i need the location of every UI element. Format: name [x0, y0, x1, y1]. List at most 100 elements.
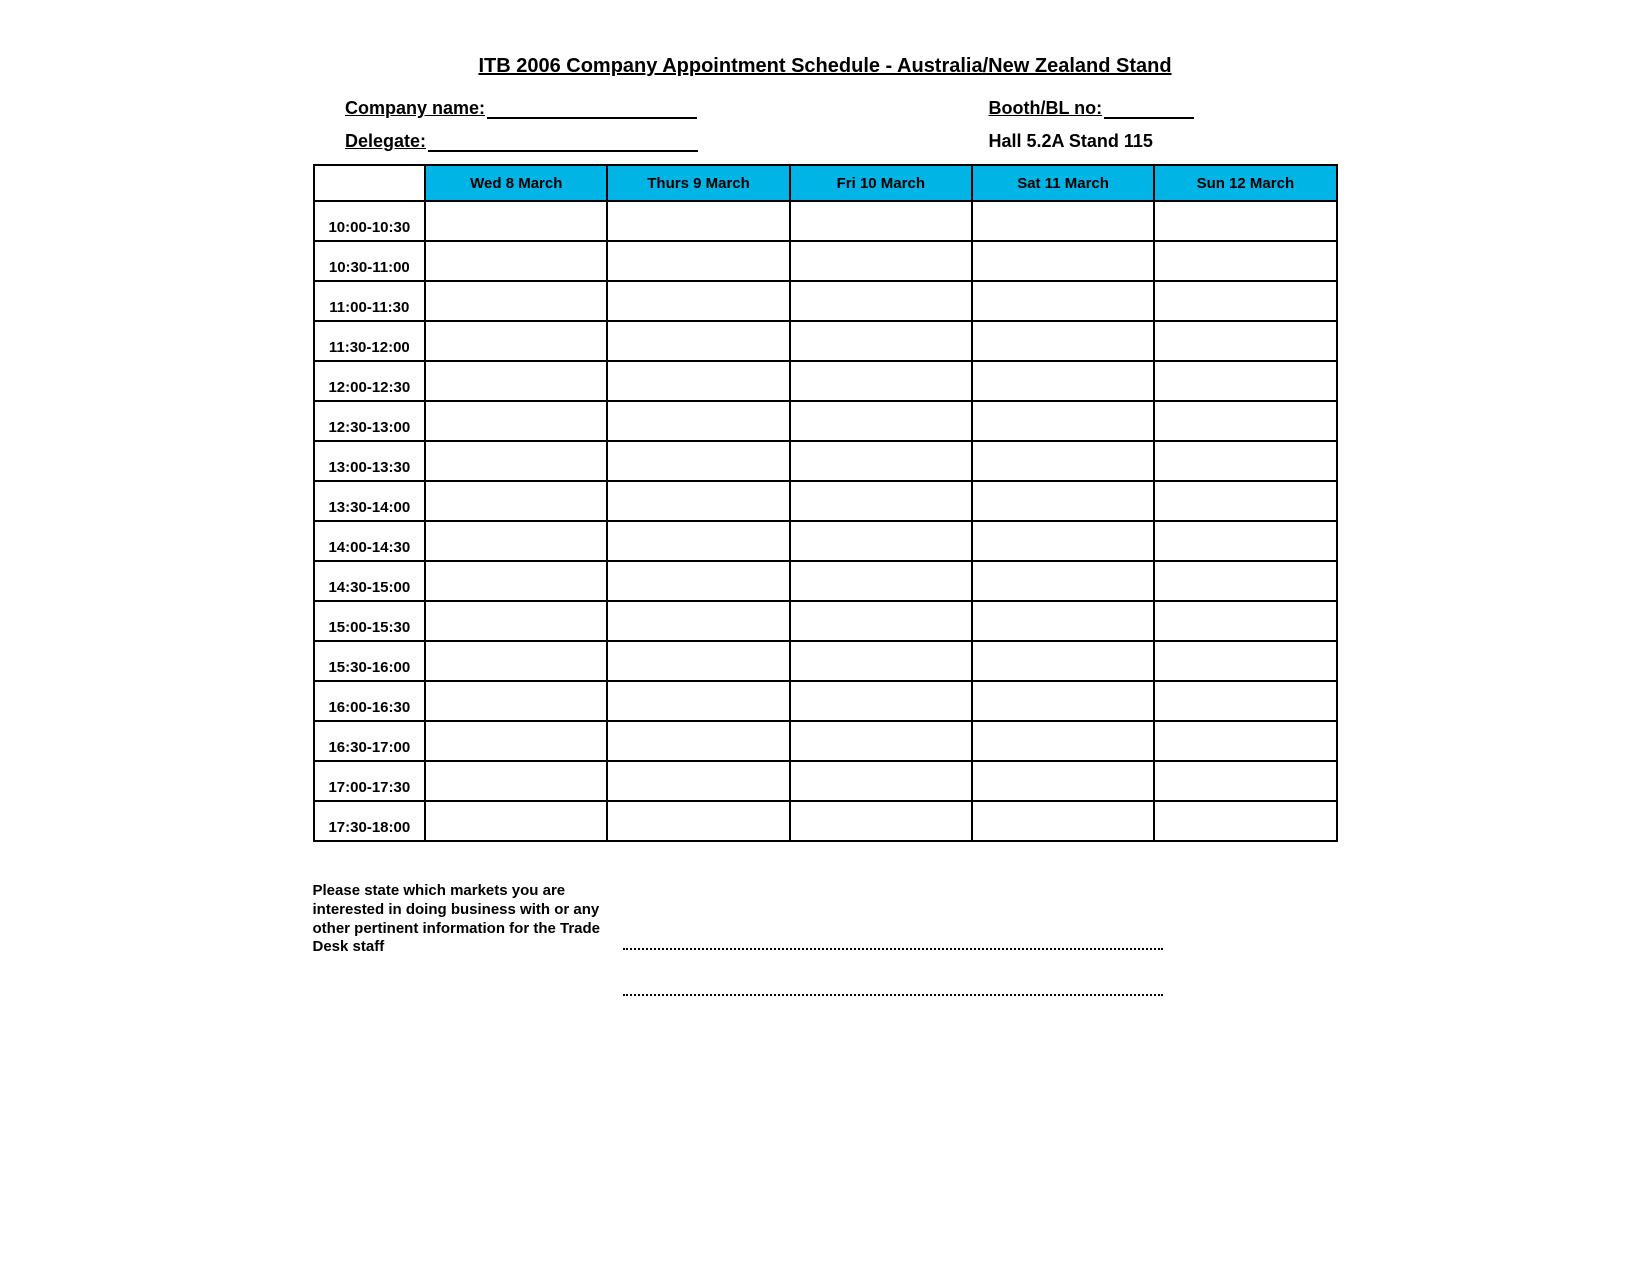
- appointment-cell[interactable]: [425, 481, 607, 521]
- appointment-cell[interactable]: [1154, 721, 1336, 761]
- appointment-cell[interactable]: [1154, 321, 1336, 361]
- appointment-cell[interactable]: [972, 601, 1154, 641]
- appointment-cell[interactable]: [1154, 481, 1336, 521]
- appointment-cell[interactable]: [790, 761, 972, 801]
- appointment-cell[interactable]: [790, 641, 972, 681]
- appointment-cell[interactable]: [972, 681, 1154, 721]
- appointment-cell[interactable]: [972, 481, 1154, 521]
- appointment-cell[interactable]: [790, 601, 972, 641]
- schedule-table-body: 10:00-10:3010:30-11:0011:00-11:3011:30-1…: [314, 201, 1337, 841]
- page-container: ITB 2006 Company Appointment Schedule - …: [225, 0, 1425, 1020]
- appointment-cell[interactable]: [607, 721, 789, 761]
- appointment-cell[interactable]: [607, 561, 789, 601]
- page-title: ITB 2006 Company Appointment Schedule - …: [225, 55, 1425, 78]
- schedule-row: 11:30-12:00: [314, 321, 1337, 361]
- appointment-cell[interactable]: [972, 241, 1154, 281]
- appointment-cell[interactable]: [1154, 601, 1336, 641]
- schedule-table: Wed 8 March Thurs 9 March Fri 10 March S…: [313, 164, 1338, 842]
- time-cell: 12:30-13:00: [314, 401, 426, 441]
- appointment-cell[interactable]: [607, 761, 789, 801]
- appointment-cell[interactable]: [972, 721, 1154, 761]
- appointment-cell[interactable]: [607, 321, 789, 361]
- footer-line-2[interactable]: [623, 974, 1163, 996]
- appointment-cell[interactable]: [607, 201, 789, 241]
- appointment-cell[interactable]: [972, 761, 1154, 801]
- appointment-cell[interactable]: [972, 281, 1154, 321]
- appointment-cell[interactable]: [790, 561, 972, 601]
- appointment-cell[interactable]: [972, 561, 1154, 601]
- time-cell: 11:00-11:30: [314, 281, 426, 321]
- booth-label: Booth/BL no:: [989, 98, 1103, 119]
- appointment-cell[interactable]: [790, 321, 972, 361]
- appointment-cell[interactable]: [425, 801, 607, 841]
- appointment-cell[interactable]: [1154, 521, 1336, 561]
- appointment-cell[interactable]: [972, 641, 1154, 681]
- appointment-cell[interactable]: [790, 521, 972, 561]
- appointment-cell[interactable]: [1154, 561, 1336, 601]
- appointment-cell[interactable]: [790, 281, 972, 321]
- appointment-cell[interactable]: [425, 401, 607, 441]
- appointment-cell[interactable]: [972, 801, 1154, 841]
- appointment-cell[interactable]: [1154, 401, 1336, 441]
- appointment-cell[interactable]: [972, 401, 1154, 441]
- appointment-cell[interactable]: [1154, 761, 1336, 801]
- delegate-input-line[interactable]: [428, 132, 698, 152]
- appointment-cell[interactable]: [790, 681, 972, 721]
- appointment-cell[interactable]: [425, 361, 607, 401]
- appointment-cell[interactable]: [607, 801, 789, 841]
- appointment-cell[interactable]: [972, 361, 1154, 401]
- appointment-cell[interactable]: [607, 681, 789, 721]
- time-cell: 17:30-18:00: [314, 801, 426, 841]
- appointment-cell[interactable]: [607, 521, 789, 561]
- appointment-cell[interactable]: [790, 721, 972, 761]
- appointment-cell[interactable]: [425, 641, 607, 681]
- appointment-cell[interactable]: [607, 441, 789, 481]
- appointment-cell[interactable]: [790, 401, 972, 441]
- appointment-cell[interactable]: [790, 441, 972, 481]
- footer-line-1[interactable]: [623, 928, 1163, 950]
- appointment-cell[interactable]: [972, 201, 1154, 241]
- appointment-cell[interactable]: [607, 481, 789, 521]
- appointment-cell[interactable]: [972, 521, 1154, 561]
- appointment-cell[interactable]: [1154, 801, 1336, 841]
- appointment-cell[interactable]: [1154, 281, 1336, 321]
- appointment-cell[interactable]: [1154, 441, 1336, 481]
- appointment-cell[interactable]: [425, 601, 607, 641]
- schedule-row: 11:00-11:30: [314, 281, 1337, 321]
- appointment-cell[interactable]: [425, 561, 607, 601]
- appointment-cell[interactable]: [425, 241, 607, 281]
- appointment-cell[interactable]: [425, 321, 607, 361]
- booth-input-line[interactable]: [1104, 99, 1194, 119]
- appointment-cell[interactable]: [425, 681, 607, 721]
- appointment-cell[interactable]: [790, 801, 972, 841]
- appointment-cell[interactable]: [790, 361, 972, 401]
- appointment-cell[interactable]: [790, 241, 972, 281]
- appointment-cell[interactable]: [607, 281, 789, 321]
- appointment-cell[interactable]: [425, 761, 607, 801]
- appointment-cell[interactable]: [425, 521, 607, 561]
- appointment-cell[interactable]: [425, 281, 607, 321]
- appointment-cell[interactable]: [607, 641, 789, 681]
- schedule-corner-cell: [314, 165, 426, 201]
- appointment-cell[interactable]: [972, 441, 1154, 481]
- appointment-cell[interactable]: [790, 201, 972, 241]
- appointment-cell[interactable]: [425, 721, 607, 761]
- schedule-row: 17:30-18:00: [314, 801, 1337, 841]
- appointment-cell[interactable]: [607, 401, 789, 441]
- appointment-cell[interactable]: [1154, 241, 1336, 281]
- company-input-line[interactable]: [487, 99, 697, 119]
- appointment-cell[interactable]: [607, 601, 789, 641]
- appointment-cell[interactable]: [1154, 361, 1336, 401]
- appointment-cell[interactable]: [972, 321, 1154, 361]
- appointment-cell[interactable]: [425, 441, 607, 481]
- appointment-cell[interactable]: [607, 361, 789, 401]
- appointment-cell[interactable]: [790, 481, 972, 521]
- appointment-cell[interactable]: [607, 241, 789, 281]
- appointment-cell[interactable]: [1154, 201, 1336, 241]
- appointment-cell[interactable]: [1154, 641, 1336, 681]
- appointment-cell[interactable]: [1154, 681, 1336, 721]
- footer: Please state which markets you are inter…: [313, 882, 1338, 1020]
- schedule-row: 13:00-13:30: [314, 441, 1337, 481]
- appointment-cell[interactable]: [425, 201, 607, 241]
- schedule-row: 10:30-11:00: [314, 241, 1337, 281]
